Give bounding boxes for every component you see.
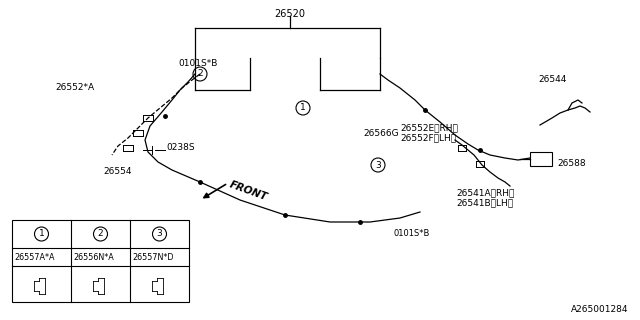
- Text: 26544: 26544: [538, 76, 566, 84]
- Text: 26554: 26554: [103, 166, 131, 175]
- Text: 26552E〈RH〉: 26552E〈RH〉: [400, 124, 458, 132]
- Text: 26557A*A: 26557A*A: [14, 252, 54, 261]
- Text: 3: 3: [375, 161, 381, 170]
- Text: 26541B〈LH〉: 26541B〈LH〉: [456, 198, 513, 207]
- Text: 0101S*B: 0101S*B: [393, 228, 429, 237]
- Text: 26588: 26588: [557, 158, 586, 167]
- Text: 2: 2: [98, 229, 103, 238]
- Text: 1: 1: [38, 229, 44, 238]
- Text: FRONT: FRONT: [228, 180, 269, 203]
- Text: 26552*A: 26552*A: [55, 83, 94, 92]
- Text: 26556N*A: 26556N*A: [73, 252, 114, 261]
- Text: 26541A〈RH〉: 26541A〈RH〉: [456, 188, 515, 197]
- Text: 26520: 26520: [275, 9, 305, 19]
- Text: 26557N*D: 26557N*D: [132, 252, 173, 261]
- Text: 3: 3: [157, 229, 163, 238]
- Text: A265001284: A265001284: [570, 305, 628, 314]
- Text: 0238S: 0238S: [166, 143, 195, 153]
- Bar: [12, 220, 189, 302]
- Text: 26552F〈LH〉: 26552F〈LH〉: [400, 133, 456, 142]
- Text: 1: 1: [300, 103, 306, 113]
- Text: 26566G: 26566G: [363, 130, 399, 139]
- Text: 2: 2: [197, 69, 203, 78]
- Text: 0101S*B: 0101S*B: [178, 60, 218, 68]
- Bar: [530, 152, 552, 166]
